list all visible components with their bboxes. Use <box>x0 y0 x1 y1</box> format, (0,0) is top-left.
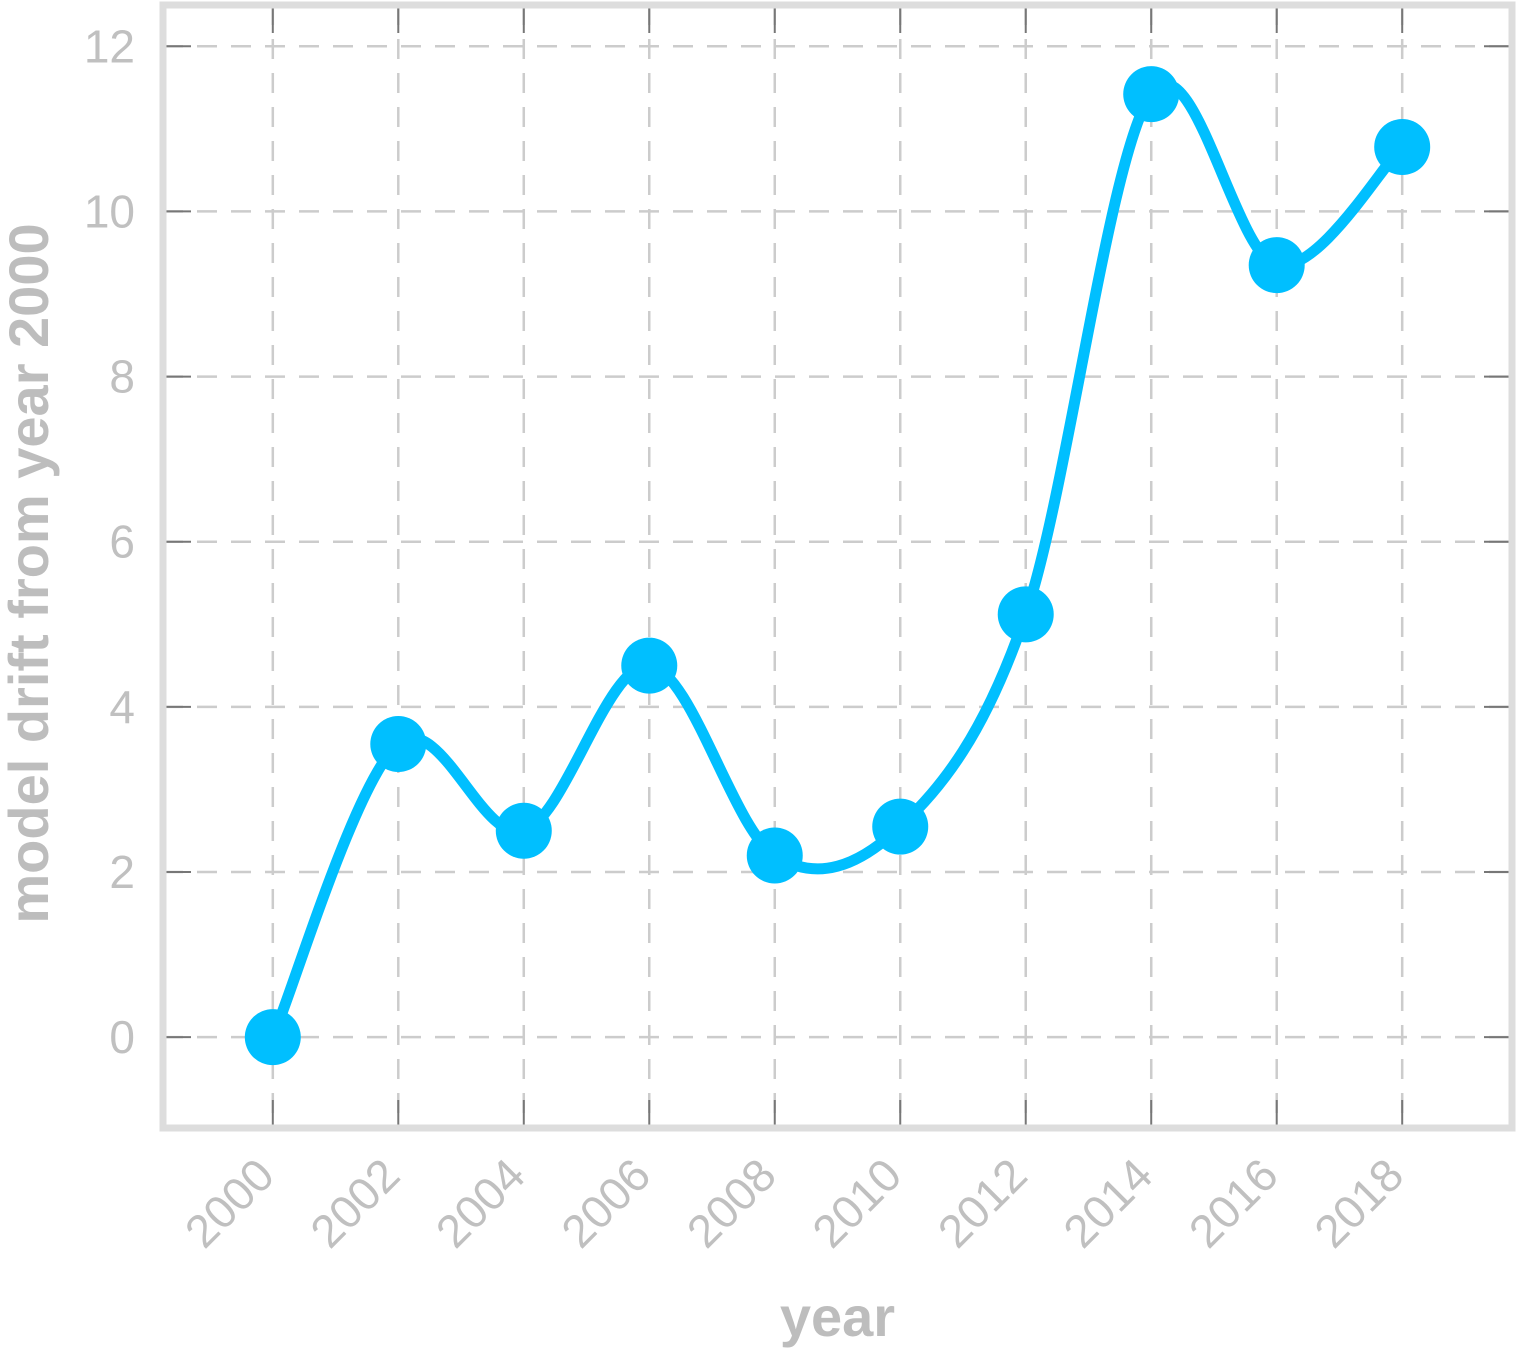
y-tick-label: 4 <box>109 681 135 733</box>
x-tick-label: 2014 <box>1053 1148 1162 1257</box>
y-axis-title: model drift from year 2000 <box>0 223 60 923</box>
x-axis-title: year <box>780 1285 895 1348</box>
y-tick-labels: 0 2 4 6 8 10 12 <box>84 20 135 1063</box>
data-point <box>495 802 552 859</box>
y-tick-label: 12 <box>84 20 135 72</box>
x-tick-labels: 2000 2002 2004 2006 2008 2010 2012 2014 2016 2018 <box>175 1148 1414 1257</box>
y-tick-label: 2 <box>109 846 135 898</box>
x-tick-label: 2016 <box>1179 1148 1288 1257</box>
series-layer <box>267 79 1408 1043</box>
x-tick-label: 2002 <box>300 1148 409 1257</box>
data-point <box>1248 237 1305 294</box>
plot-frame <box>159 1 1516 1132</box>
data-point <box>621 637 678 694</box>
y-tick-label: 0 <box>109 1011 135 1063</box>
x-tick-label: 2010 <box>802 1148 911 1257</box>
y-tick-label: 10 <box>84 185 135 237</box>
x-tick-label: 2004 <box>426 1148 535 1257</box>
data-point <box>370 716 427 773</box>
data-points <box>244 66 1431 1066</box>
x-tick-label: 2018 <box>1304 1148 1413 1257</box>
data-point <box>1123 66 1180 123</box>
x-tick-label: 2012 <box>928 1148 1037 1257</box>
grid <box>163 5 1512 1128</box>
data-point <box>244 1009 301 1066</box>
y-tick-label: 6 <box>109 516 135 568</box>
data-point <box>997 586 1054 643</box>
data-point <box>872 798 929 855</box>
x-tick-label: 2006 <box>551 1148 660 1257</box>
x-tick-label: 2000 <box>175 1148 284 1257</box>
y-tick-label: 8 <box>109 351 135 403</box>
series-line <box>267 79 1408 1043</box>
data-point <box>746 827 803 884</box>
tick-marks <box>163 5 1512 1128</box>
data-point <box>1374 119 1431 176</box>
x-tick-label: 2008 <box>677 1148 786 1257</box>
